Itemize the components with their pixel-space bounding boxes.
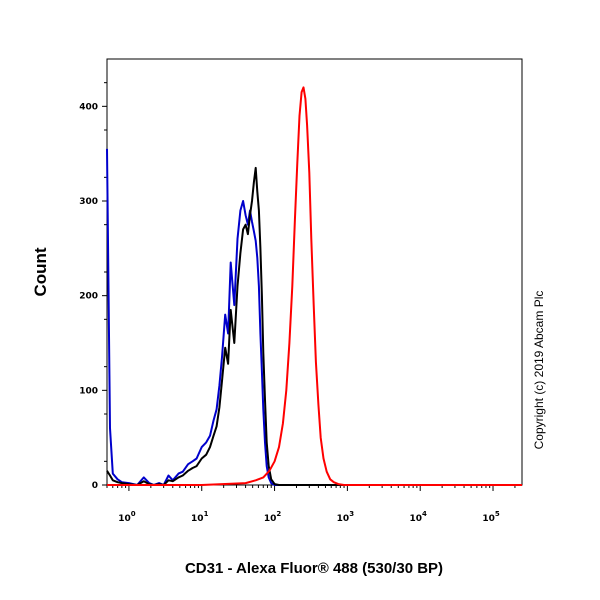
x-axis-title: CD31 - Alexa Fluor® 488 (530/30 BP)	[185, 560, 443, 577]
x-axis: 100 101 102 103 104 105	[106, 485, 516, 524]
x-tick-label: 105	[482, 510, 500, 524]
y-axis-title: Count	[31, 247, 50, 296]
x-tick-label: 101	[191, 510, 209, 524]
x-tick-label: 102	[264, 510, 282, 524]
y-tick-label: 300	[79, 197, 98, 207]
y-axis: 0 100 200 300 400	[79, 82, 107, 491]
x-tick-label: 104	[409, 510, 427, 524]
y-tick-label: 200	[79, 292, 98, 302]
x-tick-label: 100	[118, 510, 136, 524]
histogram-series-3	[107, 86, 522, 486]
copyright-annotation: Copyright (c) 2019 Abcam Plc	[532, 291, 546, 450]
series-layer	[106, 86, 522, 486]
y-tick-label: 400	[79, 102, 98, 112]
x-tick-label: 103	[337, 510, 355, 524]
plot-frame	[106, 58, 523, 486]
y-tick-label: 0	[92, 481, 98, 491]
y-tick-label: 100	[79, 386, 98, 396]
